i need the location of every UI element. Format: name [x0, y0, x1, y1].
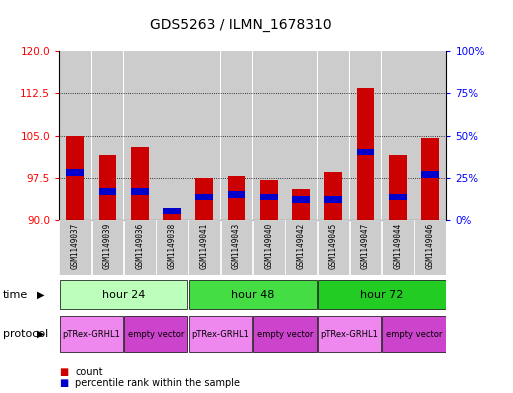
- Text: count: count: [75, 367, 103, 377]
- Text: hour 24: hour 24: [102, 290, 145, 300]
- Bar: [415, 51, 446, 220]
- Text: GSM1149047: GSM1149047: [361, 223, 370, 269]
- Bar: [382, 316, 446, 352]
- Bar: [124, 51, 155, 220]
- Text: GSM1149040: GSM1149040: [264, 223, 273, 269]
- Bar: [66, 169, 84, 176]
- Text: ■: ■: [59, 367, 68, 377]
- Text: protocol: protocol: [3, 329, 48, 339]
- Bar: [350, 220, 382, 275]
- Text: GSM1149039: GSM1149039: [103, 223, 112, 269]
- Text: empty vector: empty vector: [256, 330, 313, 338]
- Text: ▶: ▶: [37, 329, 45, 339]
- Text: empty vector: empty vector: [128, 330, 184, 338]
- Bar: [382, 220, 413, 275]
- Bar: [357, 88, 374, 220]
- Bar: [318, 280, 446, 309]
- Text: GSM1149042: GSM1149042: [297, 223, 306, 269]
- Text: GSM1149037: GSM1149037: [71, 223, 80, 269]
- Bar: [189, 280, 317, 309]
- Bar: [188, 51, 220, 220]
- Bar: [421, 138, 439, 220]
- Bar: [415, 220, 446, 275]
- Text: hour 48: hour 48: [231, 290, 274, 300]
- Text: percentile rank within the sample: percentile rank within the sample: [75, 378, 241, 388]
- Bar: [60, 316, 123, 352]
- Bar: [221, 220, 252, 275]
- Bar: [260, 180, 278, 220]
- Bar: [163, 208, 181, 215]
- Text: pTRex-GRHL1: pTRex-GRHL1: [191, 330, 249, 338]
- Bar: [66, 136, 84, 220]
- Bar: [318, 220, 349, 275]
- Text: GSM1149044: GSM1149044: [393, 223, 402, 269]
- Bar: [131, 147, 149, 220]
- Text: ▶: ▶: [37, 290, 45, 300]
- Bar: [324, 196, 342, 203]
- Bar: [124, 220, 155, 275]
- Text: GSM1149046: GSM1149046: [426, 223, 435, 269]
- Text: empty vector: empty vector: [386, 330, 442, 338]
- Bar: [228, 176, 245, 220]
- Bar: [60, 51, 91, 220]
- Text: GSM1149043: GSM1149043: [232, 223, 241, 269]
- Text: pTRex-GRHL1: pTRex-GRHL1: [63, 330, 120, 338]
- Bar: [421, 171, 439, 178]
- Bar: [195, 194, 213, 200]
- Bar: [389, 155, 407, 220]
- Bar: [221, 51, 252, 220]
- Bar: [318, 316, 381, 352]
- Bar: [253, 316, 317, 352]
- Bar: [98, 188, 116, 195]
- Text: GDS5263 / ILMN_1678310: GDS5263 / ILMN_1678310: [150, 18, 332, 32]
- Text: GSM1149041: GSM1149041: [200, 223, 209, 269]
- Text: ■: ■: [59, 378, 68, 388]
- Bar: [324, 172, 342, 220]
- Bar: [260, 194, 278, 200]
- Bar: [92, 51, 123, 220]
- Bar: [98, 155, 116, 220]
- Bar: [357, 149, 374, 155]
- Bar: [195, 178, 213, 220]
- Bar: [253, 220, 285, 275]
- Bar: [285, 51, 317, 220]
- Bar: [124, 316, 187, 352]
- Bar: [285, 220, 317, 275]
- Text: time: time: [3, 290, 28, 300]
- Bar: [253, 51, 285, 220]
- Bar: [189, 316, 252, 352]
- Text: GSM1149038: GSM1149038: [167, 223, 176, 269]
- Text: GSM1149045: GSM1149045: [329, 223, 338, 269]
- Bar: [163, 215, 181, 220]
- Bar: [389, 194, 407, 200]
- Bar: [156, 51, 188, 220]
- Bar: [292, 196, 310, 203]
- Bar: [188, 220, 220, 275]
- Bar: [131, 188, 149, 195]
- Bar: [350, 51, 382, 220]
- Bar: [292, 189, 310, 220]
- Text: pTRex-GRHL1: pTRex-GRHL1: [321, 330, 379, 338]
- Bar: [60, 220, 91, 275]
- Bar: [382, 51, 413, 220]
- Bar: [228, 191, 245, 198]
- Bar: [318, 51, 349, 220]
- Text: hour 72: hour 72: [360, 290, 403, 300]
- Bar: [92, 220, 123, 275]
- Text: GSM1149036: GSM1149036: [135, 223, 144, 269]
- Bar: [60, 280, 187, 309]
- Bar: [156, 220, 188, 275]
